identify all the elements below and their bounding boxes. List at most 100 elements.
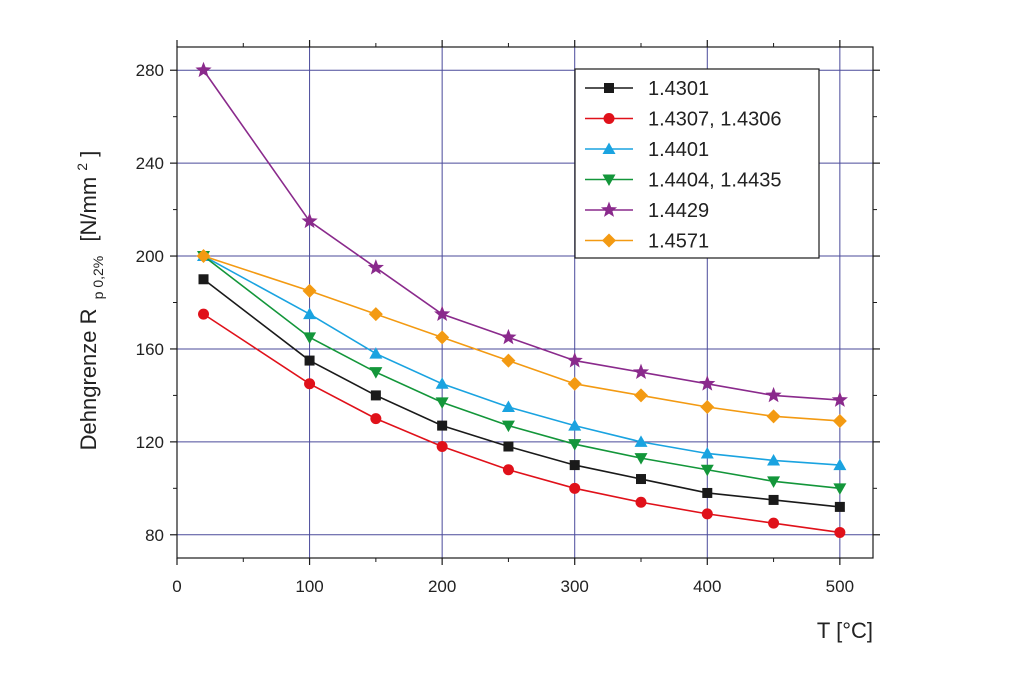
x-tick-label: 400	[693, 577, 721, 596]
data-point	[500, 328, 517, 345]
data-point	[634, 435, 648, 447]
data-point	[198, 274, 209, 285]
data-point	[632, 363, 650, 380]
data-point	[635, 496, 647, 508]
y-tick-label: 200	[136, 247, 164, 266]
data-point	[568, 439, 582, 451]
legend-item: 1.4571	[585, 231, 709, 253]
series-line	[203, 278, 840, 508]
data-point	[304, 355, 315, 366]
data-point	[437, 420, 448, 431]
x-tick-label: 100	[295, 577, 323, 596]
data-point	[369, 367, 383, 379]
series-0	[198, 274, 845, 512]
data-point	[370, 413, 382, 425]
legend-label: 1.4401	[648, 139, 709, 161]
data-point	[302, 283, 317, 298]
y-axis-title: Dehngrenze R p 0,2% [N/mm 2 ]	[67, 151, 108, 451]
series-2	[197, 249, 847, 471]
legend-label: 1.4307, 1.4306	[648, 109, 781, 131]
series-layer	[195, 61, 848, 538]
data-point	[303, 307, 317, 320]
data-point	[700, 464, 714, 477]
legend-label: 1.4571	[648, 231, 709, 253]
data-point	[768, 494, 779, 505]
data-point	[503, 441, 514, 452]
data-point	[501, 353, 516, 368]
y-axis-title-subscript: p 0,2%	[90, 256, 106, 300]
data-point	[435, 330, 450, 345]
data-point	[832, 413, 847, 428]
data-point	[368, 307, 383, 322]
data-point	[303, 332, 317, 344]
data-point	[700, 446, 714, 459]
legend-item: 1.4307, 1.4306	[585, 109, 781, 131]
legend-item: 1.4401	[585, 139, 709, 161]
ticks: 0 100 200 300 400 500 80 120 160 200 240 280	[136, 40, 880, 596]
data-point	[701, 508, 713, 520]
data-point	[501, 420, 515, 433]
legend: 1.4301 1.4307, 1.4306 1.4401 1.4404, 1.4435…	[574, 68, 820, 259]
y-axis-title-close: ]	[76, 151, 101, 157]
data-point	[566, 352, 583, 368]
legend-item: 1.4301	[585, 78, 709, 100]
data-point	[301, 212, 318, 229]
data-point	[569, 460, 580, 471]
data-point	[569, 482, 581, 494]
data-point	[567, 376, 582, 391]
legend-marker	[603, 113, 615, 124]
x-tick-label: 200	[428, 577, 456, 596]
legend-marker	[602, 142, 616, 154]
y-axis-title-superscript: 2	[74, 163, 90, 171]
data-point	[831, 391, 848, 407]
data-point	[634, 453, 648, 465]
series-line	[203, 255, 840, 466]
y-tick-label: 80	[145, 526, 164, 545]
y-tick-label: 240	[136, 154, 164, 173]
legend-item: 1.4429	[585, 200, 709, 222]
data-point	[434, 305, 451, 321]
series-line	[202, 69, 840, 401]
data-point	[765, 386, 782, 403]
data-point	[436, 441, 448, 453]
data-point	[568, 419, 582, 431]
legend-marker	[604, 83, 614, 93]
data-point	[196, 249, 211, 264]
data-point	[369, 347, 383, 359]
legend-box	[574, 68, 820, 259]
y-tick-label: 160	[136, 340, 164, 359]
data-point	[702, 487, 713, 498]
y-tick-label: 120	[136, 433, 164, 452]
data-point	[833, 483, 847, 495]
data-point	[367, 259, 384, 275]
y-axis-title-unit: [N/mm	[76, 177, 101, 242]
legend-marker	[600, 201, 618, 217]
data-point	[435, 397, 449, 409]
legend-label: 1.4404, 1.4435	[648, 170, 781, 192]
data-point	[634, 388, 648, 403]
series-line	[203, 313, 840, 534]
data-point	[195, 61, 212, 78]
y-tick-label: 280	[136, 61, 164, 80]
series-line	[203, 255, 840, 490]
series-5	[196, 249, 847, 428]
x-tick-label: 500	[826, 577, 854, 596]
data-point	[699, 375, 716, 391]
legend-item: 1.4404, 1.4435	[585, 170, 781, 192]
data-point	[435, 377, 449, 389]
series-1	[198, 308, 846, 538]
series-line	[203, 255, 840, 422]
data-point	[767, 476, 781, 488]
x-tick-label: 300	[561, 577, 589, 596]
legend-label: 1.4429	[648, 200, 709, 222]
data-point	[834, 526, 846, 538]
x-axis-title: T [°C]	[817, 618, 873, 643]
data-point	[834, 501, 845, 512]
data-point	[502, 464, 514, 476]
series-4	[195, 61, 848, 407]
data-point	[766, 409, 781, 424]
data-point	[198, 308, 210, 320]
data-point	[501, 400, 515, 413]
data-point	[767, 453, 781, 466]
